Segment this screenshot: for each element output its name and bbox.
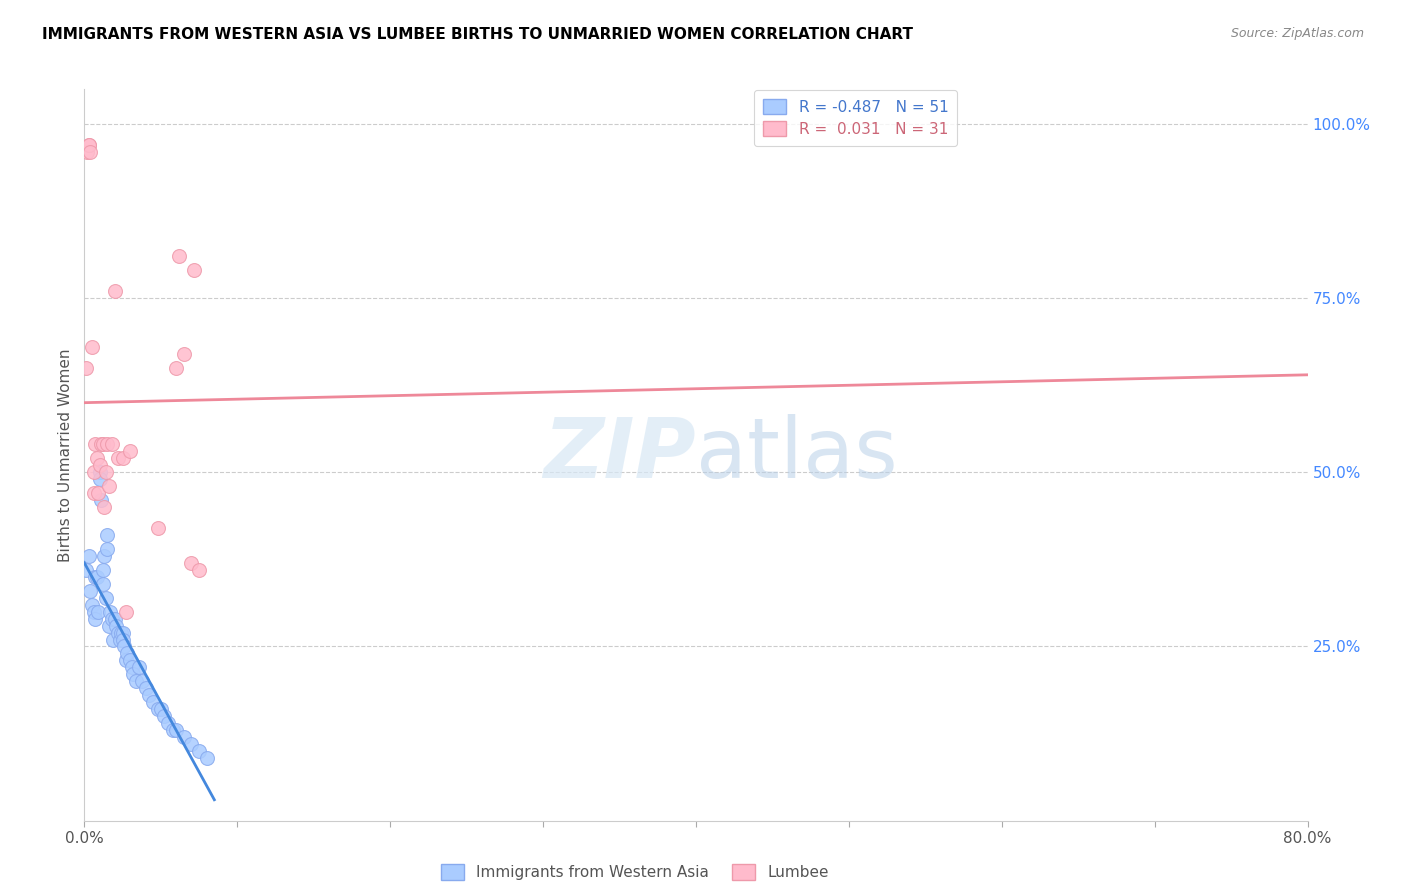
Point bbox=[94, 591, 117, 605]
Point bbox=[87, 486, 110, 500]
Point bbox=[146, 521, 169, 535]
Point bbox=[112, 640, 135, 654]
Point bbox=[80, 598, 103, 612]
Point bbox=[91, 437, 114, 451]
Point bbox=[75, 563, 97, 577]
Point bbox=[91, 563, 114, 577]
Point bbox=[75, 360, 97, 375]
Point bbox=[107, 451, 129, 466]
Point bbox=[93, 500, 115, 515]
Point bbox=[114, 653, 136, 667]
Point bbox=[101, 437, 124, 451]
Point bbox=[103, 632, 125, 647]
Text: IMMIGRANTS FROM WESTERN ASIA VS LUMBEE BIRTHS TO UNMARRIED WOMEN CORRELATION CHA: IMMIGRANTS FROM WESTERN ASIA VS LUMBEE B… bbox=[42, 27, 912, 42]
Point bbox=[128, 660, 150, 674]
Point bbox=[83, 605, 105, 619]
Point bbox=[180, 737, 202, 751]
Point bbox=[173, 730, 195, 744]
Point bbox=[157, 716, 180, 731]
Point bbox=[96, 528, 118, 542]
Point bbox=[121, 660, 143, 674]
Point bbox=[87, 605, 110, 619]
Point bbox=[195, 751, 218, 765]
Y-axis label: Births to Unmarried Women: Births to Unmarried Women bbox=[58, 348, 73, 562]
Point bbox=[98, 605, 121, 619]
Point bbox=[79, 145, 101, 159]
Point bbox=[180, 556, 202, 570]
Point bbox=[104, 284, 127, 298]
Point bbox=[149, 702, 172, 716]
Point bbox=[188, 744, 211, 758]
Point bbox=[77, 137, 100, 152]
Point bbox=[165, 723, 187, 737]
Point bbox=[183, 263, 205, 277]
Point bbox=[83, 486, 105, 500]
Point bbox=[135, 681, 157, 696]
Point bbox=[108, 632, 131, 647]
Point bbox=[83, 466, 105, 480]
Point bbox=[96, 437, 118, 451]
Point bbox=[77, 549, 100, 563]
Point bbox=[162, 723, 184, 737]
Text: atlas: atlas bbox=[696, 415, 897, 495]
Point bbox=[90, 493, 112, 508]
Point bbox=[76, 145, 98, 159]
Point bbox=[104, 612, 127, 626]
Point bbox=[86, 451, 108, 466]
Point bbox=[111, 451, 134, 466]
Point bbox=[93, 549, 115, 563]
Point bbox=[146, 702, 169, 716]
Point bbox=[84, 570, 107, 584]
Point bbox=[91, 576, 114, 591]
Point bbox=[142, 695, 165, 709]
Point bbox=[122, 667, 145, 681]
Text: ZIP: ZIP bbox=[543, 415, 696, 495]
Point bbox=[89, 472, 111, 486]
Point bbox=[114, 605, 136, 619]
Point bbox=[111, 625, 134, 640]
Point bbox=[188, 563, 211, 577]
Point bbox=[89, 458, 111, 473]
Point bbox=[97, 479, 120, 493]
Point bbox=[79, 583, 101, 598]
Point bbox=[167, 249, 190, 263]
Point bbox=[96, 541, 118, 556]
Point bbox=[101, 612, 124, 626]
Point bbox=[131, 674, 153, 689]
Point bbox=[115, 647, 138, 661]
Point bbox=[110, 625, 132, 640]
Point bbox=[97, 618, 120, 632]
Point bbox=[84, 437, 107, 451]
Point bbox=[77, 137, 100, 152]
Point bbox=[80, 340, 103, 354]
Point bbox=[84, 612, 107, 626]
Point bbox=[165, 360, 187, 375]
Legend: Immigrants from Western Asia, Lumbee: Immigrants from Western Asia, Lumbee bbox=[434, 858, 835, 886]
Point bbox=[107, 625, 129, 640]
Point bbox=[86, 570, 108, 584]
Text: Source: ZipAtlas.com: Source: ZipAtlas.com bbox=[1230, 27, 1364, 40]
Point bbox=[138, 688, 160, 702]
Point bbox=[120, 653, 142, 667]
Point bbox=[153, 709, 176, 723]
Point bbox=[89, 466, 111, 480]
Point bbox=[120, 444, 142, 458]
Point bbox=[105, 618, 128, 632]
Point bbox=[173, 347, 195, 361]
Point bbox=[90, 437, 112, 451]
Point bbox=[94, 466, 117, 480]
Point bbox=[111, 632, 134, 647]
Point bbox=[125, 674, 148, 689]
